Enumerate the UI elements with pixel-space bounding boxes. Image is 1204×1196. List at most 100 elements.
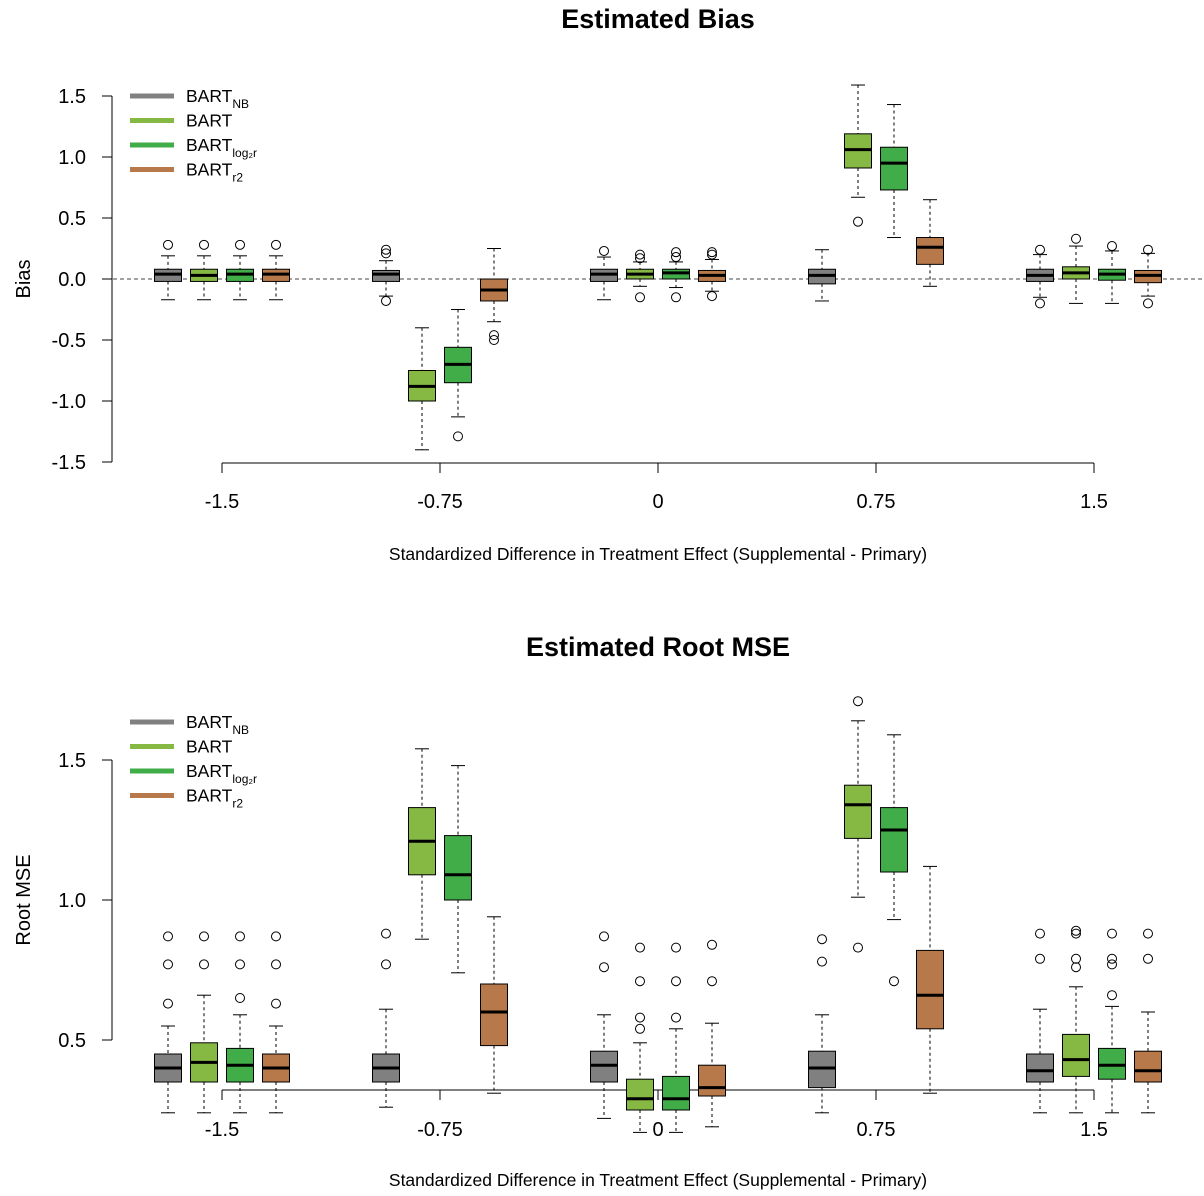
- outlier-point: [489, 335, 499, 345]
- outlier-point: [381, 295, 391, 306]
- outlier-point: [707, 291, 717, 302]
- outlier-point: [671, 976, 681, 987]
- box-log₂r-2: [662, 247, 690, 303]
- box-r2-3: [916, 199, 944, 287]
- outlier-point: [271, 931, 281, 942]
- outlier-point: [671, 942, 681, 953]
- box-NB-0: [154, 931, 182, 1114]
- legend-label-subscript: log₂r: [232, 146, 257, 160]
- outlier-point: [817, 934, 827, 945]
- box-log₂r-1: [444, 765, 472, 974]
- legend-label: BART: [186, 111, 233, 131]
- outlier-point: [1035, 953, 1045, 964]
- legend-label-subscript: NB: [232, 723, 249, 737]
- y-tick-label: 1.0: [58, 890, 86, 912]
- legend-label-text: BART: [186, 761, 233, 781]
- outlier-point: [1035, 298, 1045, 309]
- legend-label-subscript: r2: [232, 171, 243, 185]
- legend-label-text: BART: [186, 737, 233, 757]
- legend-label: BARTr2: [186, 786, 243, 811]
- y-tick-label: 1.0: [58, 147, 86, 169]
- box-plain-0: [190, 931, 218, 1114]
- outlier-point: [381, 959, 391, 970]
- outlier-point: [707, 976, 717, 987]
- outlier-point: [1107, 928, 1117, 939]
- box-r2-1: [480, 916, 508, 1094]
- rmse-panel: Estimated Root MSE 0.5 1.0 1.5 Root MSE -1.5 -…: [13, 632, 1162, 1190]
- y-tick-label: 1.5: [58, 86, 86, 108]
- box-iqr: [880, 146, 908, 191]
- legend-label-text: BART: [186, 86, 233, 106]
- outlier-point: [163, 959, 173, 970]
- legend-label: BARTlog₂r: [186, 761, 257, 786]
- box-NB-2: [590, 245, 618, 301]
- legend-label-text: BART: [186, 160, 233, 180]
- outlier-point: [1107, 241, 1117, 252]
- outlier-point: [271, 239, 281, 250]
- x-tick-label: 0.75: [857, 1119, 896, 1141]
- legend-label-subscript: NB: [232, 97, 249, 111]
- outlier-point: [599, 931, 609, 942]
- outlier-point: [671, 247, 681, 258]
- box-NB-2: [590, 931, 618, 1119]
- x-tick-label: -1.5: [205, 1119, 239, 1141]
- legend-label-text: BART: [186, 786, 233, 806]
- box-r2-4: [1134, 928, 1162, 1114]
- outlier-point: [671, 1012, 681, 1023]
- outlier-point: [853, 942, 863, 953]
- bias-panel: Estimated Bias -1.5 -1.0 -0.5 0.0 0.5 1.0 1.5 Bi…: [13, 4, 1204, 564]
- outlier-point: [853, 216, 863, 227]
- box-NB-3: [808, 934, 836, 1114]
- outlier-point: [635, 249, 645, 260]
- box-NB-1: [372, 928, 400, 1108]
- box-log₂r-4: [1098, 928, 1126, 1114]
- box-iqr: [1062, 1033, 1090, 1077]
- outlier-point: [1143, 953, 1153, 964]
- box-log₂r-0: [226, 931, 254, 1114]
- box-log₂r-1: [444, 309, 472, 442]
- box-r2-3: [916, 865, 944, 1094]
- box-plain-3: [844, 84, 872, 227]
- box-plain-1: [408, 327, 436, 451]
- box-r2-1: [480, 248, 508, 345]
- y-tick-label: 0.5: [58, 208, 86, 230]
- box-plain-2: [626, 249, 654, 303]
- legend-label: BART: [186, 737, 233, 757]
- outlier-point: [1071, 962, 1081, 973]
- outlier-point: [163, 998, 173, 1009]
- legend-label: BARTr2: [186, 160, 243, 185]
- x-tick-label: -0.75: [417, 1119, 463, 1141]
- outlier-point: [599, 245, 609, 256]
- x-tick-label: 1.5: [1080, 1119, 1108, 1141]
- y-axis-label: Root MSE: [13, 854, 35, 945]
- box-plain-4: [1062, 925, 1090, 1114]
- outlier-point: [707, 247, 717, 258]
- legend-label-text: BART: [186, 712, 233, 732]
- outlier-point: [271, 998, 281, 1009]
- box-plain-0: [190, 239, 218, 301]
- outlier-point: [635, 1023, 645, 1034]
- box-log₂r-0: [226, 239, 254, 301]
- box-log₂r-3: [880, 734, 908, 987]
- outlier-point: [1143, 244, 1153, 255]
- outlier-point: [381, 244, 391, 255]
- outlier-point: [1107, 953, 1117, 964]
- outlier-point: [635, 292, 645, 303]
- legend-label-subscript: r2: [232, 797, 243, 811]
- x-tick-label: 0.75: [857, 491, 896, 513]
- box-log₂r-3: [880, 104, 908, 239]
- box-log₂r-4: [1098, 241, 1126, 304]
- outlier-point: [199, 239, 209, 250]
- outlier-point: [235, 993, 245, 1003]
- x-axis-label: Standardized Difference in Treatment Eff…: [389, 544, 927, 564]
- box-iqr: [1134, 1050, 1162, 1083]
- y-tick-label: -1.0: [52, 391, 86, 413]
- box-iqr: [880, 807, 908, 873]
- outlier-point: [199, 959, 209, 970]
- outlier-point: [381, 928, 391, 939]
- box-plain-2: [626, 942, 654, 1133]
- box-iqr: [444, 835, 472, 901]
- outlier-point: [1107, 990, 1117, 1001]
